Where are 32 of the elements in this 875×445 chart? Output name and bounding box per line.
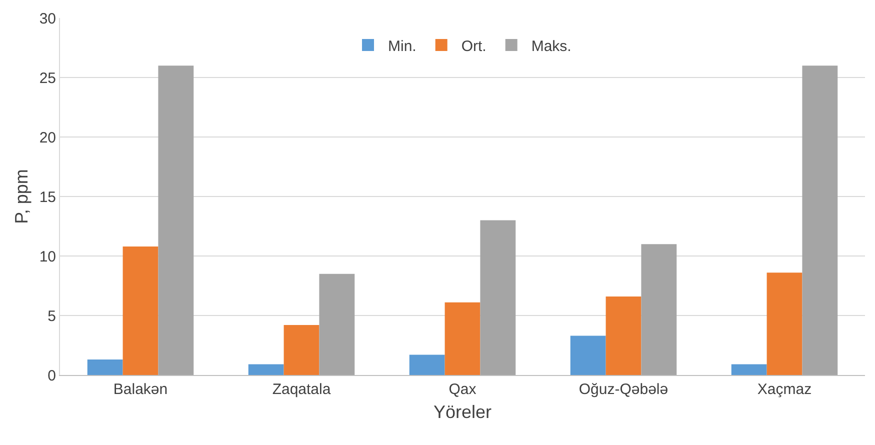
bar <box>87 360 123 375</box>
legend-label: Ort. <box>461 38 486 55</box>
bar <box>731 364 767 375</box>
bar <box>480 220 516 375</box>
bar <box>122 246 158 375</box>
bar <box>409 354 445 375</box>
bar <box>766 272 802 375</box>
y-tick-label: 25 <box>39 70 56 87</box>
y-tick-label: 5 <box>48 308 56 325</box>
bar <box>248 364 284 375</box>
legend-label: Maks. <box>531 38 572 55</box>
bar <box>641 244 677 375</box>
x-tick-label: Xaçmaz <box>757 381 812 398</box>
bar <box>284 325 320 375</box>
y-tick-label: 30 <box>39 10 56 28</box>
y-tick-label: 0 <box>48 367 56 384</box>
bar <box>606 296 642 375</box>
bar <box>444 302 480 375</box>
bar <box>319 274 355 375</box>
bar <box>802 66 838 375</box>
x-tick-label: Balakən <box>113 381 168 398</box>
y-tick-label: 15 <box>39 188 56 206</box>
legend-label: Min. <box>388 38 416 55</box>
x-tick-label: Oğuz-Qəbələ <box>578 381 668 398</box>
x-axis-title: Yöreler <box>433 402 492 422</box>
x-tick-label: Zaqatala <box>272 381 332 398</box>
y-tick-label: 10 <box>39 248 56 266</box>
bar <box>158 66 194 375</box>
y-tick-label: 20 <box>39 129 56 146</box>
y-axis-title: P, ppm <box>12 169 32 224</box>
x-tick-label: Qax <box>448 381 477 398</box>
bar <box>570 336 606 375</box>
